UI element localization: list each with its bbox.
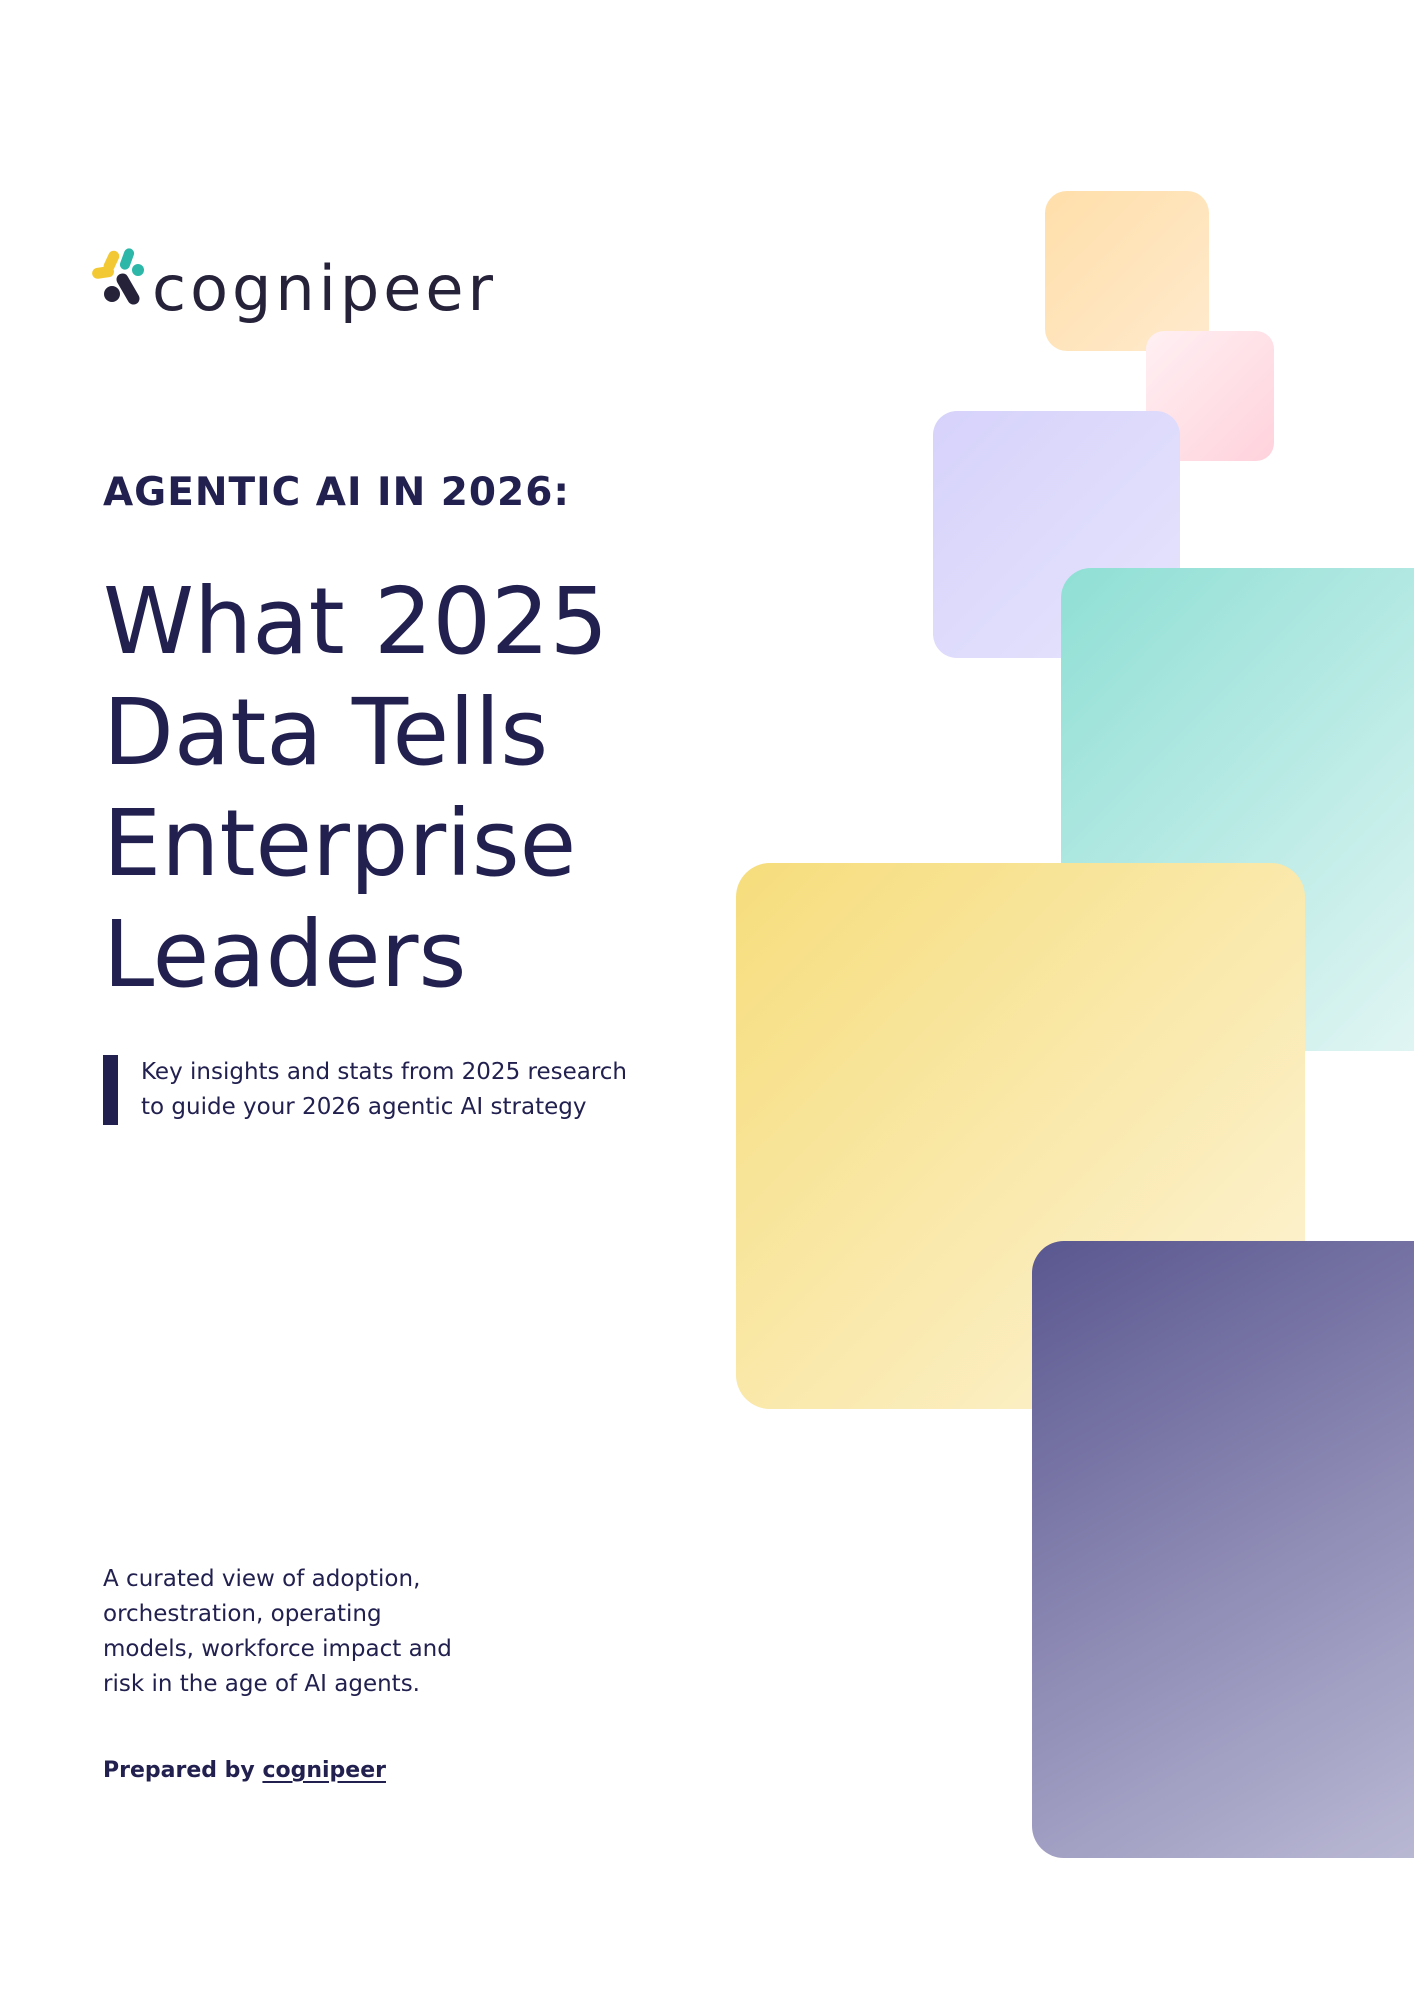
prepared-by: Prepared by cognipeer xyxy=(103,1758,386,1783)
subtitle: Key insights and stats from 2025 researc… xyxy=(141,1055,661,1125)
subtitle-line: to guide your 2026 agentic AI strategy xyxy=(141,1094,587,1120)
page-title: What 2025 Data Tells Enterprise Leaders xyxy=(103,566,723,1010)
brand-logo: cognipeer xyxy=(92,240,512,330)
title-line: Data Tells xyxy=(103,679,549,786)
blurb-line: A curated view of adoption, xyxy=(103,1566,421,1592)
title-line: What 2025 xyxy=(103,568,609,675)
subtitle-block: Key insights and stats from 2025 researc… xyxy=(103,1055,663,1125)
prepared-by-label: Prepared by xyxy=(103,1758,255,1783)
decor-navy-block xyxy=(1032,1241,1414,1858)
eyebrow-heading: AGENTIC AI IN 2026: xyxy=(103,470,570,515)
title-line: Enterprise xyxy=(103,790,577,897)
prepared-by-brand-link[interactable]: cognipeer xyxy=(262,1758,386,1783)
description-blurb: A curated view of adoption, orchestratio… xyxy=(103,1562,463,1702)
decor-peach-square xyxy=(1045,191,1209,351)
subtitle-line: Key insights and stats from 2025 researc… xyxy=(141,1059,628,1085)
cognipeer-logo-mark-icon xyxy=(92,248,144,305)
blurb-line: risk in the age of AI agents. xyxy=(103,1671,420,1697)
logo-wordmark: cognipeer xyxy=(152,252,498,325)
blurb-line: models, workforce impact and xyxy=(103,1636,452,1662)
subtitle-accent-bar xyxy=(103,1055,118,1125)
blurb-line: orchestration, operating xyxy=(103,1601,382,1627)
title-line: Leaders xyxy=(103,901,467,1008)
